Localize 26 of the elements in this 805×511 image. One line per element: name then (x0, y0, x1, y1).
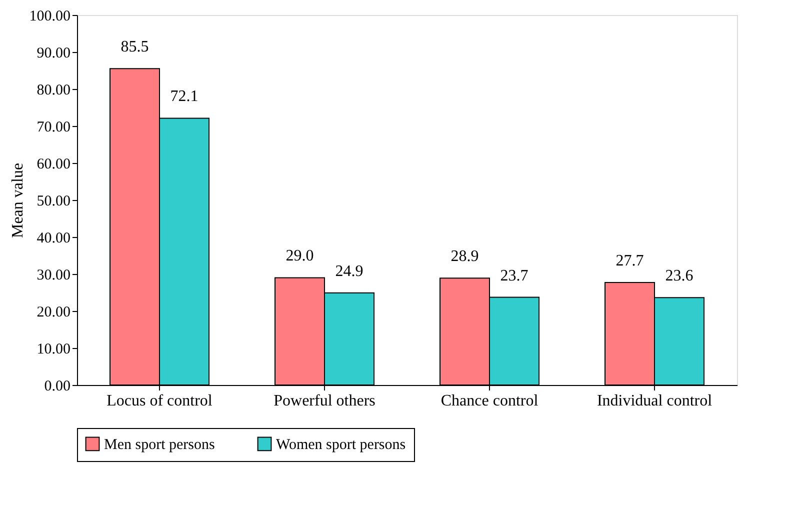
y-tick-label: 20.00 (36, 304, 70, 320)
y-axis-title: Mean value (9, 162, 26, 238)
legend-label: Men sport persons (104, 436, 215, 453)
data-label: 24.9 (335, 262, 364, 280)
y-tick-label: 80.00 (36, 82, 70, 98)
y-tick-label: 90.00 (36, 46, 70, 62)
y-tick-label: 10.00 (36, 342, 70, 358)
data-label: 23.6 (665, 268, 694, 285)
y-tick-label: 40.00 (36, 230, 70, 246)
data-label: 28.9 (450, 248, 479, 266)
y-tick-label: 30.00 (36, 268, 70, 284)
data-label: 29.0 (286, 248, 314, 265)
x-tick-label: Powerful others (274, 392, 376, 410)
data-label: 72.1 (170, 88, 198, 106)
y-tick-label: 60.00 (36, 156, 70, 172)
data-label: 27.7 (616, 252, 644, 270)
y-tick-label: 100.00 (29, 8, 70, 24)
x-tick-label: Individual control (596, 392, 713, 410)
data-label: 23.7 (500, 267, 528, 284)
legend-label: Women sport persons (276, 436, 406, 453)
y-tick-label: 0.00 (44, 378, 70, 394)
x-tick-label: Locus of control (106, 392, 213, 410)
data-label: 85.5 (120, 38, 149, 56)
y-tick-label: 50.00 (36, 194, 70, 210)
x-tick-label: Chance control (440, 392, 539, 410)
y-tick-label: 70.00 (36, 120, 70, 136)
